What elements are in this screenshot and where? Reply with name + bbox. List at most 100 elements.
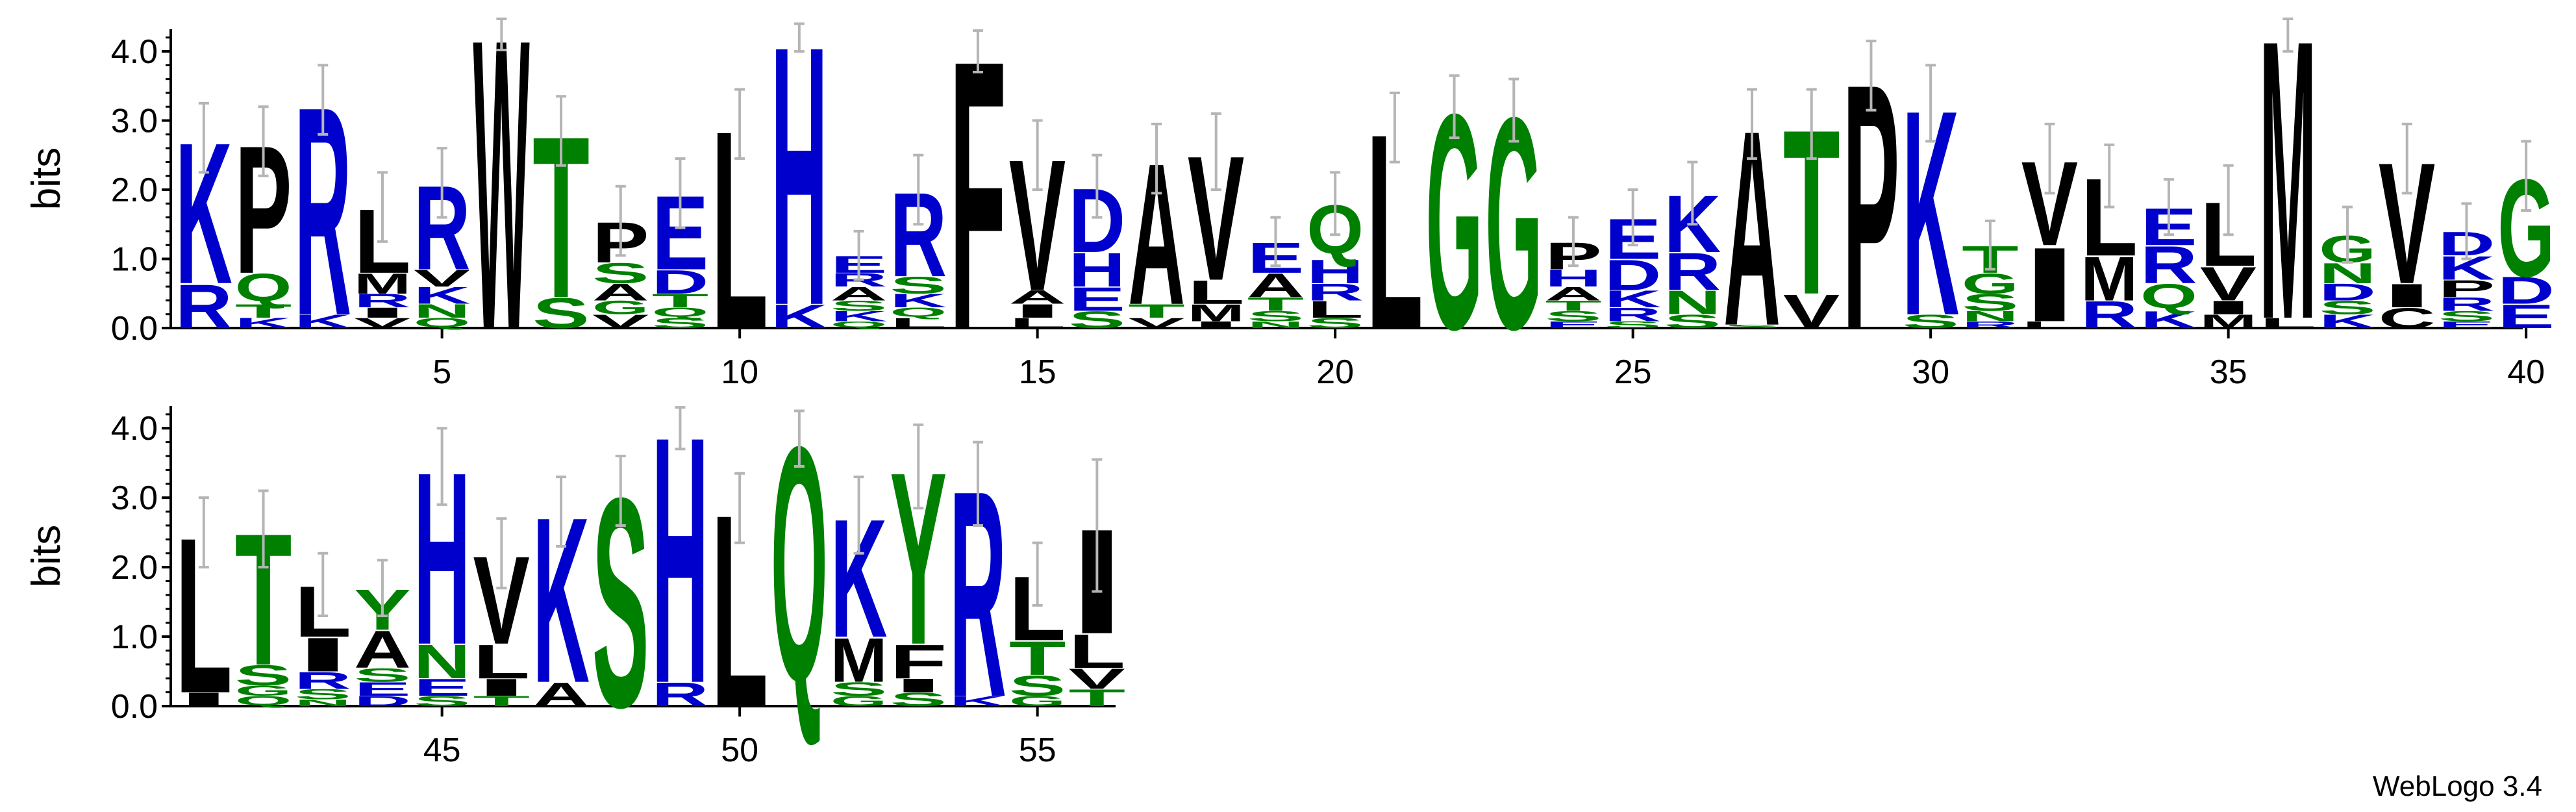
logo-stack-49: RH: [652, 364, 709, 757]
residue-glyph-W: W: [473, 0, 531, 416]
logo-stack-28: VT: [1783, 82, 1840, 344]
residue-glyph-V: V: [2200, 257, 2257, 311]
residue-glyph-N: N: [1962, 309, 2019, 325]
x-tick-label: 30: [1912, 353, 1949, 391]
logo-stack-22: G: [1426, 50, 1483, 393]
logo-stack-3: KR: [294, 45, 351, 378]
residue-glyph-N: N: [414, 300, 471, 322]
logo-stack-54: KR: [949, 431, 1007, 759]
residue-glyph-L: L: [2260, 315, 2317, 331]
y-tick-label: 4.0: [111, 33, 158, 71]
residue-glyph-S: S: [235, 659, 292, 692]
residue-glyph-L: L: [1009, 315, 1066, 331]
residue-glyph-M: M: [1188, 299, 1245, 326]
residue-glyph-G: G: [235, 683, 292, 699]
logo-stack-30: SK: [1902, 49, 1959, 376]
residue-glyph-T: T: [1009, 632, 1066, 686]
logo-stack-11: KH: [771, 0, 828, 383]
residue-glyph-K: K: [2140, 307, 2197, 333]
x-tick-label: 45: [423, 731, 461, 769]
residue-glyph-I: I: [2379, 277, 2436, 314]
y-tick-label: 0.0: [111, 310, 158, 348]
residue-glyph-N: N: [294, 698, 351, 708]
residue-glyph-L: L: [1188, 273, 1245, 311]
residue-glyph-K: K: [831, 309, 888, 325]
residue-glyph-K: K: [235, 315, 292, 331]
residue-glyph-D: D: [2497, 270, 2555, 312]
x-tick-label: 15: [1019, 353, 1057, 391]
logo-stack-48: S: [592, 435, 649, 770]
residue-glyph-A: A: [532, 676, 590, 713]
residue-glyph-M: M: [2260, 0, 2317, 403]
residue-glyph-E: E: [1545, 320, 1602, 331]
logo-stack-14: F: [949, 0, 1007, 410]
residue-glyph-S: S: [1664, 311, 1721, 333]
logo-stack-10: L: [711, 71, 768, 388]
y-tick-label: 1.0: [111, 241, 158, 279]
residue-glyph-T: T: [1247, 294, 1305, 315]
residue-glyph-I: I: [294, 628, 351, 681]
residue-glyph-A: A: [1545, 283, 1602, 305]
residue-glyph-I: I: [1188, 320, 1245, 330]
residue-glyph-S: S: [294, 686, 351, 702]
y-axis-title: bits: [24, 147, 69, 210]
residue-glyph-N: N: [1247, 320, 1305, 330]
y-tick-label: 2.0: [111, 549, 158, 587]
residue-glyph-K: K: [890, 290, 947, 311]
residue-glyph-Q: Q: [2140, 277, 2197, 316]
residue-glyph-Q: Q: [652, 305, 709, 320]
residue-glyph-V: V: [414, 265, 470, 292]
logo-stack-23: G: [1485, 54, 1542, 392]
residue-glyph-K: K: [949, 693, 1007, 709]
residue-glyph-I: I: [890, 675, 947, 696]
residue-glyph-K: K: [1605, 286, 1662, 312]
residue-glyph-S: S: [592, 257, 649, 290]
residue-glyph-N: N: [1664, 284, 1721, 322]
residue-glyph-T: T: [1128, 300, 1185, 322]
residue-glyph-G: G: [1962, 268, 2019, 300]
residue-glyph-R: R: [1962, 320, 2019, 330]
residue-glyph-V: V: [354, 315, 410, 331]
residue-glyph-I: I: [1009, 300, 1066, 322]
residue-glyph-S: S: [1307, 315, 1364, 331]
residue-glyph-Q: Q: [890, 305, 947, 320]
residue-glyph-R: R: [294, 667, 351, 694]
residue-glyph-S: S: [652, 315, 709, 331]
x-tick-label: 40: [2507, 353, 2545, 391]
residue-glyph-T: T: [652, 290, 709, 311]
residue-glyph-H: H: [1069, 244, 1126, 297]
logo-stack-27: SA: [1723, 73, 1781, 384]
logo-stack-29: P: [1843, 11, 1900, 403]
residue-glyph-V: V: [1069, 663, 1125, 695]
residue-glyph-G: G: [831, 693, 888, 709]
residue-glyph-H: H: [771, 0, 828, 383]
residue-glyph-T: T: [235, 300, 292, 322]
residue-glyph-A: A: [1009, 286, 1066, 308]
residue-glyph-S: S: [532, 290, 590, 338]
x-tick-label: 10: [721, 353, 758, 391]
logo-stack-38: CIV: [2379, 122, 2436, 335]
residue-glyph-S: S: [1902, 311, 1959, 333]
x-tick-label: 5: [432, 353, 451, 391]
logo-stack-6: W: [473, 0, 531, 416]
residue-glyph-Q: Q: [831, 320, 888, 329]
residue-glyph-L: L: [2021, 320, 2079, 331]
residue-glyph-S: S: [2319, 297, 2376, 318]
residue-glyph-L: L: [473, 635, 531, 689]
residue-glyph-G: G: [592, 297, 649, 318]
